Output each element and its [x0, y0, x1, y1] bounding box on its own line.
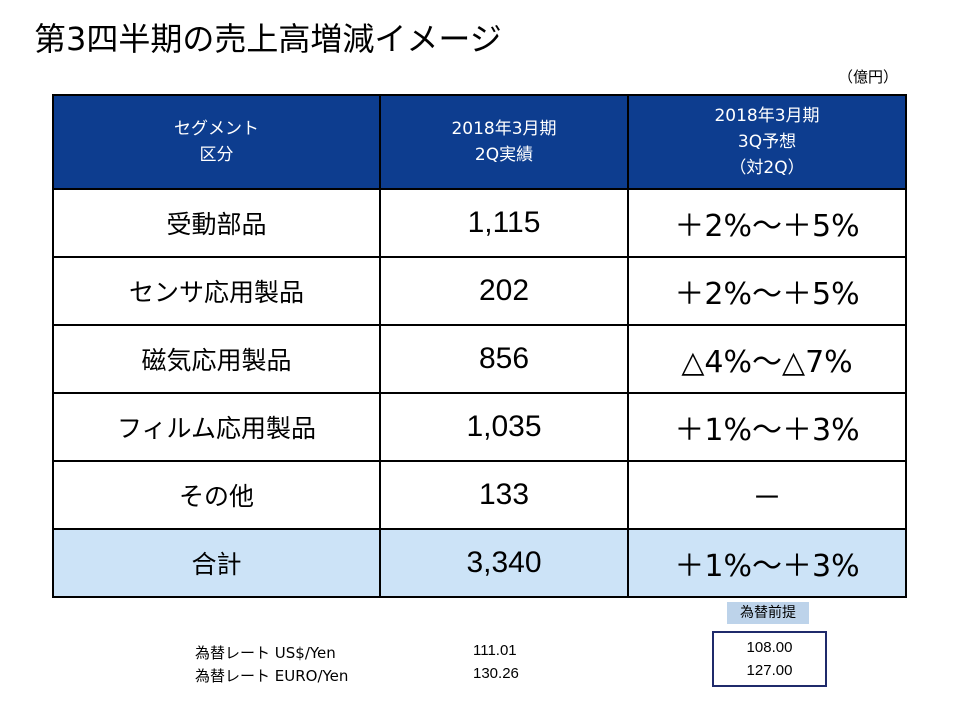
- header-forecast: 2018年3月期 3Q予想 （対2Q）: [627, 94, 907, 190]
- table-row: 磁気応用製品 856 △4%～△7%: [52, 324, 907, 394]
- table-total-row: 合計 3,340 ＋1%～＋3%: [52, 528, 907, 598]
- page-title: 第3四半期の売上高増減イメージ: [34, 20, 502, 58]
- total-actual-value: 3,340: [379, 528, 629, 598]
- fx-rate-eur-name: 為替レート EURO/Yen: [195, 667, 349, 685]
- header-segment-line1: セグメント: [174, 119, 259, 139]
- table-row: 受動部品 1,115 ＋2%～＋5%: [52, 188, 907, 258]
- table-row: その他 133 －: [52, 460, 907, 530]
- table-row: センサ応用製品 202 ＋2%～＋5%: [52, 256, 907, 326]
- fx-rate-eur-actual: 130.26: [473, 665, 519, 682]
- actual-value: 856: [379, 324, 629, 394]
- actual-value: 202: [379, 256, 629, 326]
- fx-rate-usd-assumption: 108.00: [746, 639, 793, 656]
- fx-assumption-box: 108.00 127.00: [712, 631, 827, 687]
- table-row: フィルム応用製品 1,035 ＋1%～＋3%: [52, 392, 907, 462]
- header-forecast-line3: （対2Q）: [729, 158, 805, 178]
- forecast-value: ＋1%～＋3%: [627, 392, 907, 462]
- header-segment-line2: 区分: [199, 145, 234, 165]
- header-forecast-line2: 3Q予想: [737, 132, 797, 152]
- forecast-value: △4%～△7%: [627, 324, 907, 394]
- segment-name: センサ応用製品: [52, 256, 381, 326]
- segment-name: その他: [52, 460, 381, 530]
- actual-value: 1,115: [379, 188, 629, 258]
- segment-name: フィルム応用製品: [52, 392, 381, 462]
- total-forecast-value: ＋1%～＋3%: [627, 528, 907, 598]
- fx-rate-usd-actual: 111.01: [473, 642, 517, 659]
- header-forecast-line1: 2018年3月期: [714, 106, 820, 126]
- segment-name: 受動部品: [52, 188, 381, 258]
- forecast-value: ＋2%～＋5%: [627, 256, 907, 326]
- actual-value: 1,035: [379, 392, 629, 462]
- fx-rate-usd-name: 為替レート US$/Yen: [195, 644, 336, 662]
- forecast-value: ＋2%～＋5%: [627, 188, 907, 258]
- total-label: 合計: [52, 528, 381, 598]
- actual-value: 133: [379, 460, 629, 530]
- header-actual-line2: 2Q実績: [474, 145, 534, 165]
- table-header-row: セグメント 区分 2018年3月期 2Q実績 2018年3月期 3Q予想 （対2…: [52, 94, 907, 190]
- forecast-value: －: [627, 460, 907, 530]
- segment-sales-table: セグメント 区分 2018年3月期 2Q実績 2018年3月期 3Q予想 （対2…: [52, 94, 907, 598]
- header-segment: セグメント 区分: [52, 94, 381, 190]
- fx-rate-eur-assumption: 127.00: [746, 662, 793, 679]
- header-actual: 2018年3月期 2Q実績: [379, 94, 629, 190]
- segment-name: 磁気応用製品: [52, 324, 381, 394]
- unit-label: （億円）: [838, 68, 899, 86]
- fx-assumption-label: 為替前提: [727, 602, 809, 624]
- header-actual-line1: 2018年3月期: [451, 119, 557, 139]
